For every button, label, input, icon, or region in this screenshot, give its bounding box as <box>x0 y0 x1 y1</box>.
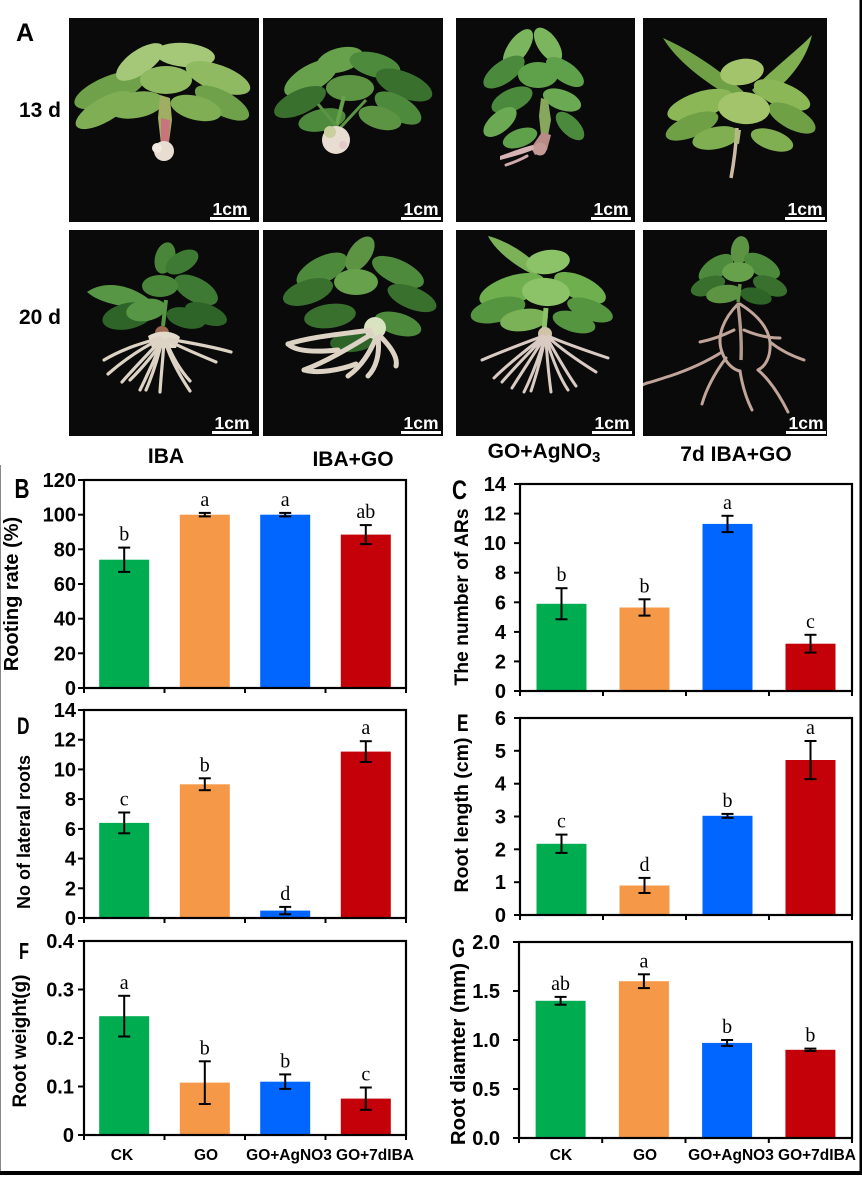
svg-text:4: 4 <box>65 849 77 871</box>
svg-text:20 d: 20 d <box>19 306 61 329</box>
svg-text:0.1: 0.1 <box>46 1077 74 1099</box>
svg-text:b: b <box>722 1016 732 1038</box>
svg-text:GO+AgNO3: GO+AgNO3 <box>488 440 601 466</box>
svg-text:a: a <box>281 489 290 511</box>
svg-text:b: b <box>557 564 567 586</box>
svg-text:7d IBA+GO: 7d IBA+GO <box>680 443 791 466</box>
svg-text:5: 5 <box>495 741 506 763</box>
svg-text:No of lateral roots: No of lateral roots <box>14 755 34 909</box>
svg-text:20: 20 <box>54 643 76 665</box>
svg-text:0: 0 <box>63 1125 74 1147</box>
svg-text:c: c <box>557 811 566 833</box>
svg-text:a: a <box>120 972 129 994</box>
svg-text:1cm: 1cm <box>403 199 438 219</box>
svg-text:4: 4 <box>495 622 507 644</box>
svg-text:IBA: IBA <box>148 445 184 468</box>
svg-text:14: 14 <box>484 474 507 496</box>
svg-text:a: a <box>723 492 732 514</box>
svg-text:1cm: 1cm <box>212 199 247 219</box>
svg-text:c: c <box>361 1064 370 1086</box>
svg-text:CK: CK <box>550 1147 573 1164</box>
svg-text:60: 60 <box>54 574 76 596</box>
svg-text:8: 8 <box>495 563 506 585</box>
svg-text:40: 40 <box>54 609 76 631</box>
svg-text:6: 6 <box>495 708 506 730</box>
svg-text:d: d <box>280 883 290 905</box>
svg-text:0: 0 <box>65 678 76 700</box>
svg-text:b: b <box>119 524 129 546</box>
svg-text:b: b <box>280 1050 290 1072</box>
svg-text:Root diamter (mm): Root diamter (mm) <box>447 963 470 1145</box>
svg-text:2: 2 <box>495 839 506 861</box>
svg-text:3: 3 <box>495 807 506 829</box>
svg-text:1cm: 1cm <box>788 413 823 433</box>
svg-text:GO: GO <box>633 1147 657 1164</box>
svg-text:120: 120 <box>43 470 76 492</box>
svg-text:8: 8 <box>65 789 76 811</box>
svg-text:a: a <box>806 717 815 739</box>
svg-text:IBA+GO: IBA+GO <box>312 448 393 471</box>
svg-text:1: 1 <box>495 872 506 894</box>
svg-text:GO: GO <box>194 1147 218 1164</box>
svg-text:d: d <box>640 854 650 876</box>
svg-text:GO+7dIBA: GO+7dIBA <box>336 1147 414 1164</box>
svg-text:F: F <box>19 938 29 964</box>
svg-text:A: A <box>16 19 34 47</box>
svg-text:1cm: 1cm <box>787 199 822 219</box>
svg-text:CK: CK <box>111 1147 134 1164</box>
svg-text:c: c <box>806 611 815 633</box>
svg-text:14: 14 <box>54 700 77 722</box>
svg-text:1cm: 1cm <box>214 413 249 433</box>
svg-text:GO+AgNO3: GO+AgNO3 <box>688 1147 774 1164</box>
svg-text:ab: ab <box>551 973 570 995</box>
svg-text:10: 10 <box>484 533 506 555</box>
svg-text:GO+AgNO3: GO+AgNO3 <box>246 1147 332 1164</box>
svg-text:0.3: 0.3 <box>46 980 74 1002</box>
svg-text:The number of ARs: The number of ARs <box>452 508 473 685</box>
svg-text:1cm: 1cm <box>403 413 438 433</box>
svg-text:Rooting rate (%): Rooting rate (%) <box>1 517 23 671</box>
svg-text:C: C <box>452 475 467 505</box>
svg-text:c: c <box>120 789 129 811</box>
svg-text:0.2: 0.2 <box>46 1028 74 1050</box>
svg-text:1.0: 1.0 <box>472 1030 500 1052</box>
svg-text:0: 0 <box>495 681 506 703</box>
svg-text:b: b <box>805 1025 815 1047</box>
svg-text:2: 2 <box>65 878 76 900</box>
svg-text:0.0: 0.0 <box>472 1128 500 1150</box>
svg-text:a: a <box>200 489 209 511</box>
svg-text:6: 6 <box>65 819 76 841</box>
svg-text:10: 10 <box>54 759 76 781</box>
svg-text:D: D <box>17 713 30 740</box>
svg-text:Root weight(g): Root weight(g) <box>10 975 31 1108</box>
svg-text:4: 4 <box>495 774 507 796</box>
svg-text:1.5: 1.5 <box>472 981 500 1003</box>
svg-text:0: 0 <box>495 905 506 927</box>
svg-text:a: a <box>639 950 648 972</box>
svg-text:b: b <box>200 1037 210 1059</box>
svg-text:100: 100 <box>43 505 76 527</box>
svg-text:Root length (cm): Root length (cm) <box>451 738 473 893</box>
svg-text:80: 80 <box>54 539 76 561</box>
svg-text:1cm: 1cm <box>594 413 629 433</box>
svg-text:12: 12 <box>54 730 76 752</box>
svg-text:G: G <box>452 933 465 963</box>
svg-text:GO+7dIBA: GO+7dIBA <box>778 1147 856 1164</box>
svg-text:12: 12 <box>484 504 506 526</box>
svg-text:E: E <box>457 710 469 737</box>
svg-text:0.5: 0.5 <box>472 1079 500 1101</box>
svg-text:B: B <box>15 473 30 504</box>
svg-text:13 d: 13 d <box>19 99 61 122</box>
svg-text:0: 0 <box>65 908 76 930</box>
svg-text:2.0: 2.0 <box>472 932 500 954</box>
svg-text:1cm: 1cm <box>593 199 628 219</box>
svg-text:ab: ab <box>356 501 375 523</box>
svg-text:a: a <box>361 717 370 739</box>
svg-text:6: 6 <box>495 592 506 614</box>
svg-text:0.4: 0.4 <box>46 931 75 953</box>
svg-text:b: b <box>640 575 650 597</box>
svg-text:b: b <box>200 754 210 776</box>
svg-text:2: 2 <box>495 651 506 673</box>
svg-text:b: b <box>723 790 733 812</box>
